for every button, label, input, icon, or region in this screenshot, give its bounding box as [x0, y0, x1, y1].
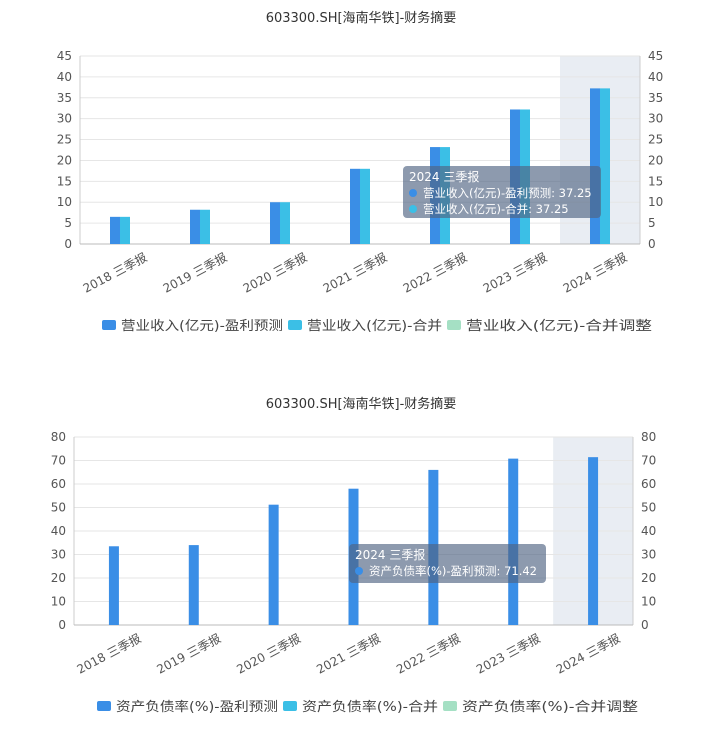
- chart1-y-tick-label-left: 40: [57, 70, 72, 84]
- chart2-bar[interactable]: [508, 458, 519, 625]
- chart1-x-tick-label: 2024 三季报: [560, 249, 629, 295]
- chart1-y-tick-label-left: 5: [64, 216, 72, 230]
- chart1-y-tick-label-left: 15: [57, 174, 72, 188]
- chart1-x-tick-label: 2018 三季报: [80, 249, 149, 295]
- revenue-chart: 603300.SH[海南华铁]-财务摘要 0 0 5 5 10 10 15 15 20 20 25 25…: [57, 10, 664, 334]
- chart2-x-tick-label: 2018 三季报: [74, 630, 143, 676]
- chart2-legend-swatch[interactable]: [97, 701, 111, 711]
- chart2-legend-label[interactable]: 资产负债率(%)-合并调整: [462, 699, 638, 715]
- chart1-bar[interactable]: [600, 88, 610, 244]
- chart1-legend-label[interactable]: 营业收入(亿元)-合并: [307, 319, 442, 334]
- chart1-x-tick-label: 2022 三季报: [400, 249, 469, 295]
- chart1-x-tick-label: 2020 三季报: [240, 249, 309, 295]
- chart1-tooltip-row: 营业收入(亿元)-合并: 37.25: [423, 202, 569, 216]
- chart1-x-tick-label: 2021 三季报: [320, 249, 389, 295]
- debt-ratio-chart: 603300.SH[海南华铁]-财务摘要 0 0 10 10 20 20 30 30 40 40 50…: [51, 396, 657, 715]
- chart2-bar[interactable]: [268, 504, 279, 625]
- chart2-x-tick-label: 2024 三季报: [553, 630, 622, 676]
- chart1-y-tick-label-left: 0: [64, 237, 72, 251]
- chart2-tooltip-row: 资产负债率(%)-盈利预测: 71.42: [369, 564, 537, 578]
- chart1-y-tick-label-right: 30: [648, 112, 663, 126]
- chart1-y-tick-label-left: 35: [57, 91, 72, 105]
- chart2-tooltip-marker: [355, 567, 363, 575]
- chart1-y-tick-label-right: 20: [648, 153, 663, 167]
- chart2-tooltip-title: 2024 三季报: [355, 547, 425, 562]
- chart1-y-tick-label-left: 30: [57, 112, 72, 126]
- chart2-y-tick-label-left: 0: [58, 618, 66, 632]
- chart1-y-tick-label-right: 45: [648, 49, 663, 63]
- chart1-y-tick-label-left: 10: [57, 195, 72, 209]
- chart2-legend-label[interactable]: 资产负债率(%)-合并: [302, 699, 438, 715]
- chart2-y-tick-label-right: 10: [641, 595, 656, 609]
- chart1-legend-swatch[interactable]: [447, 320, 461, 330]
- chart2-y-tick-label-right: 30: [641, 548, 656, 562]
- chart2-legend-label[interactable]: 资产负债率(%)-盈利预测: [116, 699, 278, 715]
- chart1-y-tick-label-left: 45: [57, 49, 72, 63]
- chart1-bar[interactable]: [360, 168, 370, 244]
- chart2-y-tick-label-left: 40: [51, 524, 66, 538]
- chart1-y-tick-label-right: 10: [648, 195, 663, 209]
- chart1-bar[interactable]: [190, 209, 200, 244]
- chart1-y-tick-label-right: 15: [648, 174, 663, 188]
- chart2-y-tick-label-left: 20: [51, 571, 66, 585]
- chart1-y-tick-label-right: 5: [648, 216, 656, 230]
- chart1-tooltip-row: 营业收入(亿元)-盈利预测: 37.25: [423, 186, 592, 200]
- chart2-x-tick-label: 2022 三季报: [394, 630, 463, 676]
- chart2-y-tick-label-right: 80: [641, 430, 656, 444]
- chart1-y-tick-label-left: 20: [57, 153, 72, 167]
- chart1-tooltip-marker: [409, 205, 417, 213]
- chart2-y-tick-label-left: 50: [51, 501, 66, 515]
- chart2-x-tick-label: 2023 三季报: [473, 630, 542, 676]
- chart2-tooltip: [349, 544, 546, 583]
- chart1-legend-swatch[interactable]: [288, 320, 302, 330]
- chart1-y-tick-label-right: 0: [648, 237, 656, 251]
- chart1-y-tick-label-right: 25: [648, 133, 663, 147]
- chart1-x-tick-label: 2023 三季报: [480, 249, 549, 295]
- chart2-x-tick-label: 2019 三季报: [154, 630, 223, 676]
- chart1-y-tick-label-right: 40: [648, 70, 663, 84]
- chart2-y-tick-label-right: 70: [641, 454, 656, 468]
- chart2-legend-swatch[interactable]: [283, 701, 297, 711]
- chart2-y-tick-label-left: 10: [51, 595, 66, 609]
- chart1-bar[interactable]: [270, 202, 280, 244]
- chart1-bar[interactable]: [110, 216, 120, 244]
- chart2-y-tick-label-left: 60: [51, 477, 66, 491]
- chart1-tooltip-title: 2024 三季报: [409, 169, 479, 184]
- chart2-bar[interactable]: [108, 546, 119, 625]
- chart1-legend-label[interactable]: 营业收入(亿元)-盈利预测: [121, 319, 283, 334]
- chart2-bar[interactable]: [188, 545, 199, 625]
- chart2-y-tick-label-right: 20: [641, 571, 656, 585]
- chart2-y-tick-label-right: 0: [641, 618, 649, 632]
- chart2-y-tick-label-right: 40: [641, 524, 656, 538]
- chart2-y-tick-label-right: 50: [641, 501, 656, 515]
- chart1-bar[interactable]: [350, 168, 360, 244]
- chart2-x-tick-label: 2020 三季报: [234, 630, 303, 676]
- chart2-x-tick-label: 2021 三季报: [314, 630, 383, 676]
- chart1-bar[interactable]: [280, 202, 290, 244]
- chart1-x-tick-label: 2019 三季报: [160, 249, 229, 295]
- chart1-legend-label[interactable]: 营业收入(亿元)-合并调整: [466, 319, 652, 334]
- chart1-title: 603300.SH[海南华铁]-财务摘要: [266, 10, 457, 26]
- chart1-bar[interactable]: [200, 209, 210, 244]
- chart1-bar[interactable]: [120, 216, 130, 244]
- chart2-bar[interactable]: [588, 457, 599, 625]
- chart1-tooltip: [403, 166, 601, 218]
- chart1-tooltip-marker: [409, 189, 417, 197]
- chart1-y-tick-label-right: 35: [648, 91, 663, 105]
- chart2-title: 603300.SH[海南华铁]-财务摘要: [266, 396, 457, 412]
- chart2-y-tick-label-right: 60: [641, 477, 656, 491]
- chart2-legend-swatch[interactable]: [443, 701, 457, 711]
- chart1-legend-swatch[interactable]: [102, 320, 116, 330]
- chart2-y-tick-label-left: 30: [51, 548, 66, 562]
- chart1-y-tick-label-left: 25: [57, 133, 72, 147]
- chart2-y-tick-label-left: 80: [51, 430, 66, 444]
- chart2-y-tick-label-left: 70: [51, 454, 66, 468]
